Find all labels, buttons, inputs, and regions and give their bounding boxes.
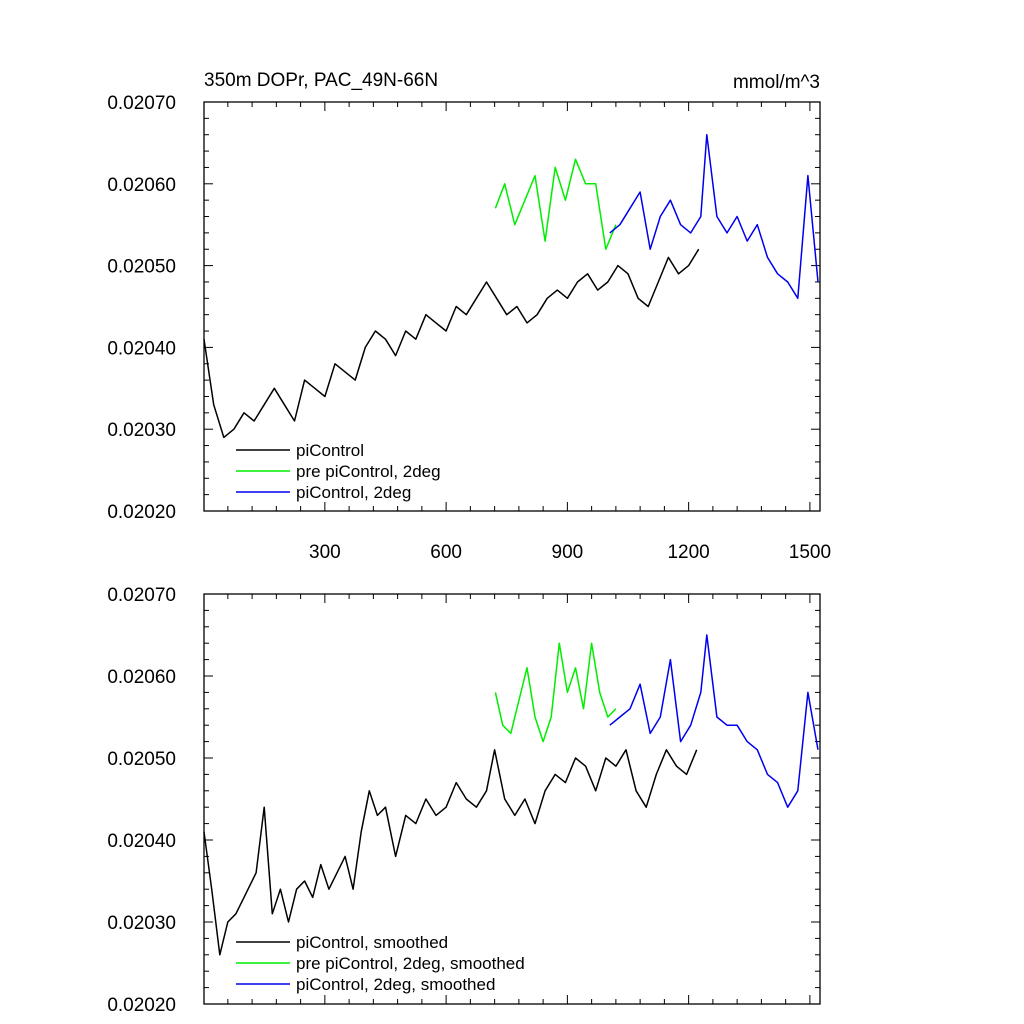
legend: piControl pre piControl, 2deg piControl,… [236,441,441,502]
y-tick-label: 0.02060 [107,667,176,688]
series-group [203,133,819,439]
legend-label: piControl, 2deg, smoothed [296,975,495,994]
y-tick-labels: 0.02020 0.02030 0.02040 0.02050 0.02060 … [107,93,176,523]
plot-frame [203,593,821,1005]
y-tick-labels: 0.02020 0.02030 0.02040 0.02050 0.02060 … [107,585,176,1016]
y-tick-label: 0.02020 [107,995,176,1016]
y-tick-label: 0.02040 [107,831,176,852]
x-tick-label: 900 [552,542,584,563]
legend-label: pre piControl, 2deg, smoothed [296,954,525,973]
plot-frame [203,101,821,512]
top-panel: 350m DOPr, PAC_49N-66N mmol/m^3 0.02020 … [107,70,831,563]
series-line-picontrol-2deg [609,133,819,300]
x-tick-label: 1500 [789,542,831,563]
series-line-pre-picontrol-2deg [494,158,617,250]
units-label: mmol/m^3 [733,72,820,93]
legend: piControl, smoothed pre piControl, 2deg,… [236,933,525,994]
legend-label: piControl, 2deg [296,483,411,502]
y-tick-label: 0.02050 [107,749,176,770]
y-tick-label: 0.02020 [107,502,176,523]
y-tick-label: 0.02040 [107,338,176,359]
y-tick-label: 0.02060 [107,175,176,196]
y-tick-label: 0.02030 [107,913,176,934]
x-tick-labels: 300 600 900 1200 1500 [309,542,831,563]
series-line-picontrol [203,248,700,439]
chart-title: 350m DOPr, PAC_49N-66N [204,70,438,91]
legend-label: piControl, smoothed [296,933,448,952]
x-tick-label: 600 [430,542,462,563]
y-tick-label: 0.02050 [107,257,176,278]
x-tick-label: 1200 [667,542,709,563]
y-tick-label: 0.02070 [107,93,176,114]
series-group [203,634,819,956]
series-line-picontrol-smoothed [203,749,698,956]
legend-label: piControl [296,441,364,460]
series-line-pre-picontrol-2deg-smoothed [494,642,617,743]
x-tick-label: 300 [309,542,341,563]
tick-marks [204,101,820,512]
bottom-panel: 0.02020 0.02030 0.02040 0.02050 0.02060 … [107,585,821,1016]
y-tick-label: 0.02070 [107,585,176,606]
y-tick-label: 0.02030 [107,420,176,441]
legend-label: pre piControl, 2deg [296,462,441,481]
series-line-picontrol-2deg-smoothed [609,634,819,808]
